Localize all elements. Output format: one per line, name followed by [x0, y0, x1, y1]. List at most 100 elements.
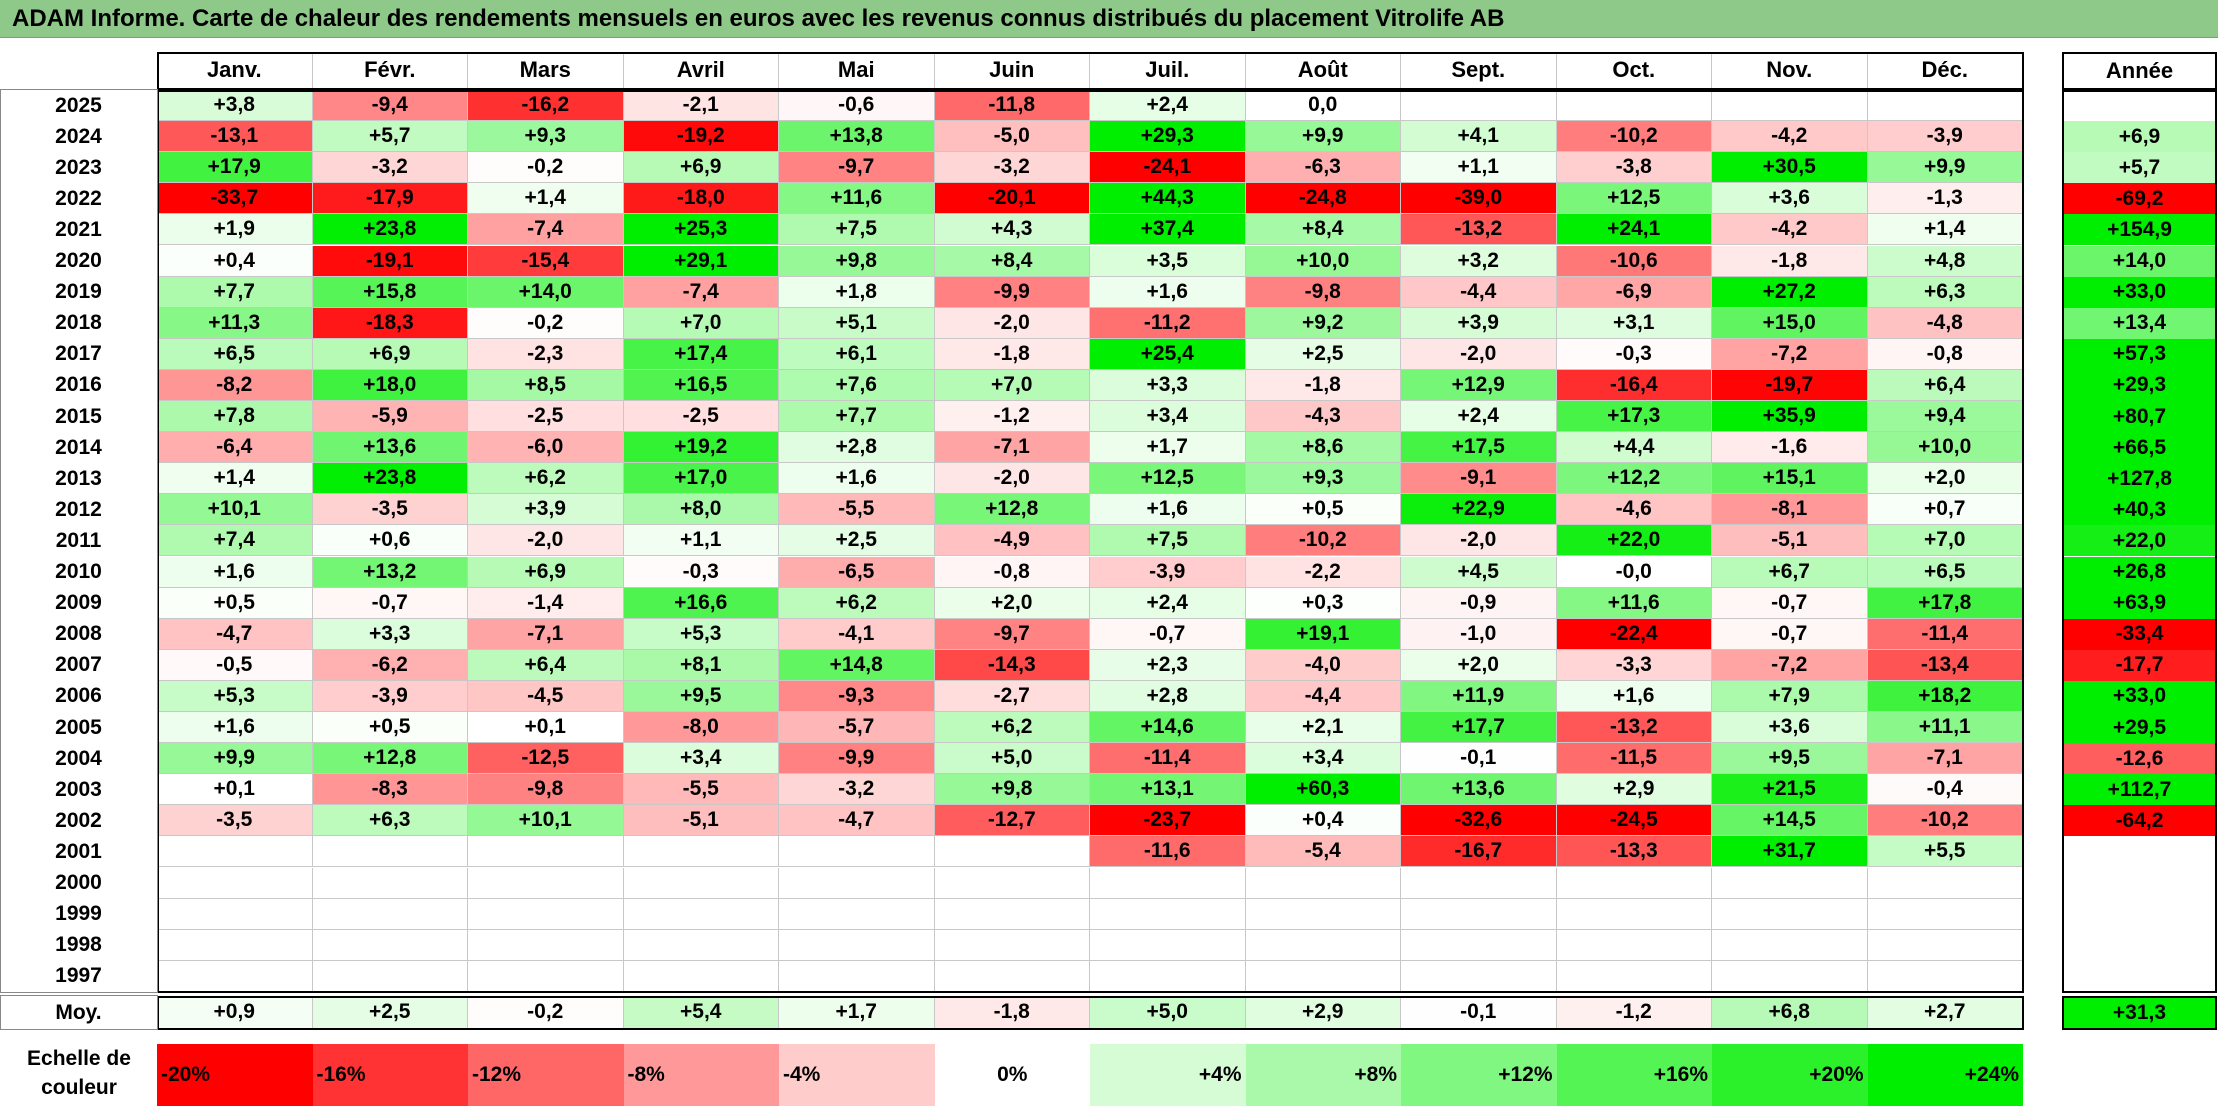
heatmap-cell: -2,0 [468, 525, 624, 557]
heatmap-cell: +6,2 [779, 587, 935, 619]
annual-average-frame [2062, 996, 2217, 1030]
heatmap-cell: -0,0 [1556, 556, 1712, 588]
heatmap-cell: +1,6 [157, 712, 313, 744]
heatmap-cell: +1,8 [779, 276, 935, 308]
year-label: 2016 [0, 369, 157, 401]
year-column-frame [0, 89, 158, 993]
year-label: 2010 [0, 556, 157, 588]
year-label: 2025 [0, 90, 157, 122]
heatmap-cell: +13,2 [312, 556, 468, 588]
annual-cell: +26,8 [2062, 556, 2217, 588]
year-label: 2013 [0, 463, 157, 495]
heatmap-cell: +25,3 [623, 214, 779, 246]
annual-cell [2062, 960, 2217, 992]
heatmap-cell: +8,4 [1245, 214, 1401, 246]
heatmap-cell: +3,2 [1401, 245, 1557, 277]
heatmap-cell: +7,7 [779, 401, 935, 433]
heatmap-cell: +7,6 [779, 369, 935, 401]
year-label: 2023 [0, 152, 157, 184]
heatmap-cell: -1,4 [468, 587, 624, 619]
heatmap-cell: -11,8 [934, 90, 1090, 122]
heatmap-cell: +12,9 [1401, 369, 1557, 401]
heatmap-cell: +4,1 [1401, 121, 1557, 153]
heatmap-cell: -5,1 [1712, 525, 1868, 557]
year-label: 2014 [0, 432, 157, 464]
heatmap-cell: -18,3 [312, 307, 468, 339]
color-scale-swatch: -4% [779, 1044, 935, 1106]
heatmap-cell: +1,1 [1401, 152, 1557, 184]
year-label: 2004 [0, 743, 157, 775]
heatmap-cell [1090, 898, 1246, 930]
heatmap-cell: +7,0 [1867, 525, 2023, 557]
annual-column-frame [2062, 90, 2217, 993]
heatmap-cell [1401, 867, 1557, 899]
heatmap-cell [934, 929, 1090, 961]
heatmap-cell: -4,2 [1712, 121, 1868, 153]
heatmap-cell [1401, 90, 1557, 122]
heatmap-cell [312, 929, 468, 961]
heatmap-cell [1245, 929, 1401, 961]
color-scale-swatch: 0% [934, 1044, 1090, 1106]
heatmap-cell: +2,9 [1556, 774, 1712, 806]
month-header: Oct. [1556, 52, 1712, 89]
heatmap-cell: +9,9 [1867, 152, 2023, 184]
heatmap-cell: +15,8 [312, 276, 468, 308]
heatmap-cell: -3,5 [312, 494, 468, 526]
heatmap-cell: -7,4 [468, 214, 624, 246]
heatmap-cell: +2,8 [1090, 680, 1246, 712]
annual-cell: +57,3 [2062, 338, 2217, 370]
heatmap-cell: -18,0 [623, 183, 779, 215]
heatmap-cell: -3,9 [312, 680, 468, 712]
year-label: 2019 [0, 276, 157, 308]
heatmap-cell: +7,4 [157, 525, 313, 557]
heatmap-cell: +3,4 [1245, 743, 1401, 775]
year-label: 2005 [0, 712, 157, 744]
heatmap-cell: +1,6 [1090, 276, 1246, 308]
heatmap-cell: +35,9 [1712, 401, 1868, 433]
heatmap-cell: -39,0 [1401, 183, 1557, 215]
heatmap-cell: -13,2 [1556, 712, 1712, 744]
heatmap-cell: -1,6 [1712, 432, 1868, 464]
heatmap-cell [934, 867, 1090, 899]
heatmap-cell: +3,9 [1401, 307, 1557, 339]
heatmap-cell: +1,9 [157, 214, 313, 246]
heatmap-cell: +17,0 [623, 463, 779, 495]
heatmap-cell [1556, 867, 1712, 899]
heatmap-cell [468, 867, 624, 899]
heatmap-cell: +23,8 [312, 463, 468, 495]
annual-cell: +40,3 [2062, 494, 2217, 526]
heatmap-cell: -9,8 [1245, 276, 1401, 308]
heatmap-cell: -4,3 [1245, 401, 1401, 433]
heatmap-cell: -6,2 [312, 649, 468, 681]
heatmap-cell: +14,5 [1712, 805, 1868, 837]
heatmap-cell: +1,4 [157, 463, 313, 495]
average-annual-cell: +31,3 [2062, 996, 2217, 1029]
heatmap-cell: +2,5 [1245, 338, 1401, 370]
color-scale-swatch: +4% [1090, 1044, 1246, 1106]
heatmap-cell: -9,9 [934, 276, 1090, 308]
heatmap-cell: +9,2 [1245, 307, 1401, 339]
heatmap-cell: -9,8 [468, 774, 624, 806]
heatmap-cell: +3,5 [1090, 245, 1246, 277]
month-header: Juin [934, 52, 1090, 89]
heatmap-cell [623, 898, 779, 930]
color-scale-swatch: -20% [157, 1044, 313, 1106]
heatmap-cell: -2,5 [468, 401, 624, 433]
heatmap-cell: +11,6 [1556, 587, 1712, 619]
annual-cell: +33,0 [2062, 680, 2217, 712]
heatmap-cell: +9,3 [1245, 463, 1401, 495]
heatmap-cell: +2,8 [779, 432, 935, 464]
heatmap-cell: +6,3 [1867, 276, 2023, 308]
annual-cell: -69,2 [2062, 183, 2217, 215]
heatmap-cell [934, 836, 1090, 868]
heatmap-cell: -0,9 [1401, 587, 1557, 619]
month-header: Juil. [1090, 52, 1246, 89]
heatmap-cell: -9,4 [312, 90, 468, 122]
heatmap-cell: +19,2 [623, 432, 779, 464]
annual-cell: -17,7 [2062, 649, 2217, 681]
heatmap-cell: +3,1 [1556, 307, 1712, 339]
heatmap-cell: +2,5 [779, 525, 935, 557]
heatmap-cell: -2,0 [934, 307, 1090, 339]
heatmap-cell [157, 898, 313, 930]
heatmap-cell: +13,1 [1090, 774, 1246, 806]
